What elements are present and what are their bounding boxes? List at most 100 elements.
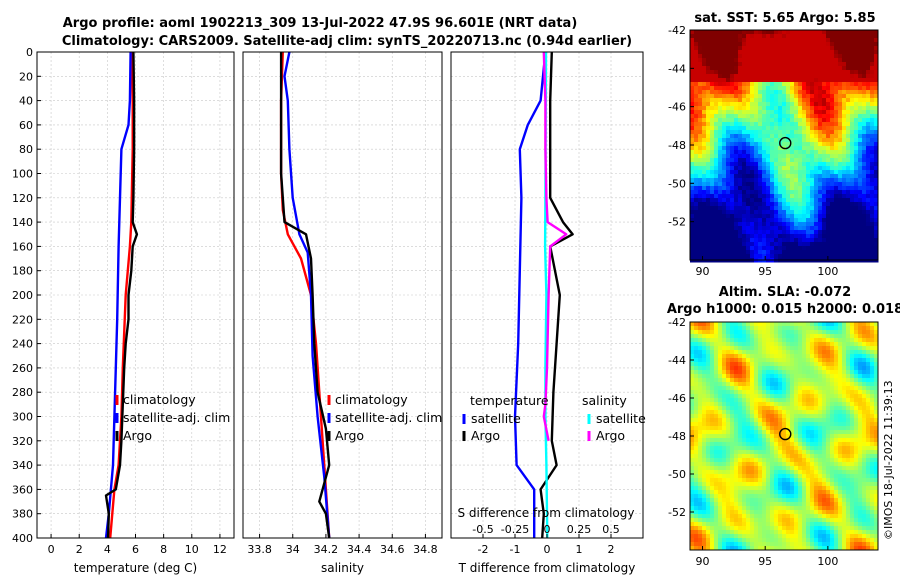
heatmap-cell — [750, 50, 755, 55]
heatmap-cell — [706, 366, 711, 371]
heatmap-cell — [710, 346, 715, 351]
heatmap-cell — [874, 418, 879, 423]
heatmap-cell — [798, 490, 803, 495]
heatmap-cell — [746, 210, 751, 215]
heatmap-cell — [854, 74, 859, 79]
heatmap-cell — [726, 218, 731, 223]
heatmap-cell — [702, 74, 707, 79]
heatmap-cell — [754, 254, 759, 259]
heatmap-cell — [830, 202, 835, 207]
heatmap-cell — [742, 86, 747, 91]
heatmap-cell — [702, 186, 707, 191]
heatmap-cell — [842, 90, 847, 95]
heatmap-cell — [754, 458, 759, 463]
heatmap-cell — [850, 430, 855, 435]
heatmap-cell — [802, 130, 807, 135]
heatmap-cell — [822, 406, 827, 411]
heatmap-cell — [694, 366, 699, 371]
heatmap-cell — [814, 382, 819, 387]
heatmap-cell — [782, 458, 787, 463]
heatmap-cell — [830, 446, 835, 451]
heatmap-cell — [858, 410, 863, 415]
heatmap-cell — [854, 490, 859, 495]
heatmap-cell — [746, 446, 751, 451]
heatmap-cell — [706, 202, 711, 207]
heatmap-cell — [702, 478, 707, 483]
heatmap-cell — [778, 462, 783, 467]
heatmap-cell — [790, 454, 795, 459]
heatmap-cell — [822, 62, 827, 67]
heatmap-cell — [734, 470, 739, 475]
heatmap-cell — [706, 478, 711, 483]
heatmap-cell — [738, 386, 743, 391]
heatmap-cell — [782, 402, 787, 407]
heatmap-cell — [690, 342, 695, 347]
heatmap-cell — [830, 170, 835, 175]
heatmap-cell — [750, 142, 755, 147]
heatmap-cell — [842, 102, 847, 107]
heatmap-cell — [858, 42, 863, 47]
heatmap-cell — [798, 430, 803, 435]
heatmap-cell — [830, 378, 835, 383]
heatmap-cell — [802, 466, 807, 471]
heatmap-cell — [810, 138, 815, 143]
heatmap-cell — [846, 370, 851, 375]
heatmap-cell — [826, 466, 831, 471]
heatmap-cell — [874, 410, 879, 415]
heatmap-cell — [806, 322, 811, 327]
heatmap-cell — [850, 138, 855, 143]
heatmap-cell — [874, 130, 879, 135]
heatmap-cell — [854, 426, 859, 431]
heatmap-cell — [702, 166, 707, 171]
heatmap-cell — [854, 338, 859, 343]
heatmap-cell — [782, 246, 787, 251]
heatmap-cell — [838, 358, 843, 363]
heatmap-cell — [818, 430, 823, 435]
heatmap-cell — [758, 138, 763, 143]
heatmap-cell — [742, 486, 747, 491]
heatmap-cell — [838, 102, 843, 107]
heatmap-cell — [830, 346, 835, 351]
heatmap-cell — [758, 46, 763, 51]
heatmap-cell — [698, 146, 703, 151]
heatmap-cell — [710, 166, 715, 171]
heatmap-cell — [714, 454, 719, 459]
heatmap-cell — [746, 86, 751, 91]
heatmap-cell — [742, 470, 747, 475]
heatmap-cell — [842, 414, 847, 419]
heatmap-cell — [786, 70, 791, 75]
heatmap-cell — [698, 138, 703, 143]
heatmap-cell — [730, 94, 735, 99]
heatmap-cell — [738, 206, 743, 211]
heatmap-cell — [714, 78, 719, 83]
heatmap-cell — [862, 242, 867, 247]
heatmap-cell — [746, 118, 751, 123]
heatmap-cell — [786, 150, 791, 155]
heatmap-cell — [794, 170, 799, 175]
heatmap-cell — [818, 342, 823, 347]
heatmap-cell — [810, 490, 815, 495]
heatmap-cell — [762, 106, 767, 111]
heatmap-cell — [750, 134, 755, 139]
heatmap-cell — [842, 482, 847, 487]
heatmap-cell — [802, 70, 807, 75]
heatmap-cell — [782, 378, 787, 383]
heatmap-cell — [710, 94, 715, 99]
heatmap-cell — [798, 218, 803, 223]
heatmap-cell — [738, 326, 743, 331]
heatmap-cell — [734, 146, 739, 151]
heatmap-cell — [734, 158, 739, 163]
heatmap-cell — [846, 350, 851, 355]
heatmap-cell — [710, 342, 715, 347]
heatmap-cell — [846, 198, 851, 203]
heatmap-cell — [834, 350, 839, 355]
heatmap-cell — [698, 394, 703, 399]
heatmap-cell — [714, 102, 719, 107]
heatmap-cell — [722, 194, 727, 199]
heatmap-cell — [870, 134, 875, 139]
heatmap-cell — [810, 182, 815, 187]
heatmap-cell — [846, 182, 851, 187]
heatmap-cell — [830, 354, 835, 359]
heatmap-cell — [734, 442, 739, 447]
heatmap-cell — [722, 366, 727, 371]
